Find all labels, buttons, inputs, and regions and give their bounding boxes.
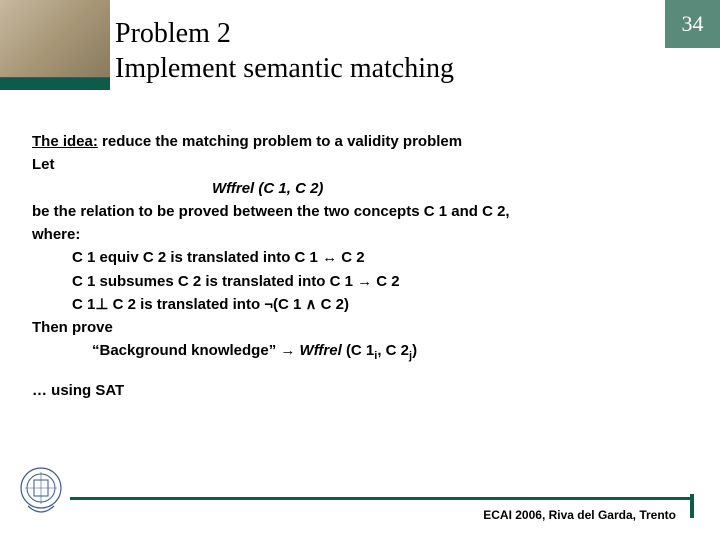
title-line-1: Problem 2 bbox=[115, 16, 660, 51]
background-knowledge-line: “Background knowledge” → Wffrel (C 1i, C… bbox=[32, 339, 688, 365]
bk-wffrel: Wffrel bbox=[300, 342, 346, 359]
disjoint-line: C 1⊥ C 2 is translated into ¬(C 1 ∧ C 2) bbox=[32, 293, 688, 316]
footer-rule bbox=[70, 497, 690, 500]
corner-image bbox=[0, 0, 110, 80]
title-line-2: Implement semantic matching bbox=[115, 51, 660, 86]
where-line: where: bbox=[32, 223, 688, 246]
equiv-line: C 1 equiv C 2 is translated into C 1 ↔ C… bbox=[32, 246, 688, 269]
then-prove-line: Then prove bbox=[32, 316, 688, 339]
footer-rule-end bbox=[690, 494, 694, 518]
spacer bbox=[32, 365, 688, 379]
crest-logo bbox=[18, 466, 64, 518]
bk-mid: , C 2 bbox=[377, 342, 409, 359]
let-line: Let bbox=[32, 153, 688, 176]
bk-open: (C 1 bbox=[346, 342, 374, 359]
title-block: Problem 2 Implement semantic matching bbox=[115, 16, 660, 86]
sat-line: … using SAT bbox=[32, 379, 688, 402]
page-number: 34 bbox=[665, 0, 720, 48]
body-content: The idea: reduce the matching problem to… bbox=[32, 130, 688, 403]
header: Problem 2 Implement semantic matching 34 bbox=[0, 0, 720, 100]
idea-underlined: The idea: bbox=[32, 133, 98, 150]
wffrel-center: Wffrel (C 1, C 2) bbox=[32, 177, 688, 200]
subsumes-line: C 1 subsumes C 2 is translated into C 1 … bbox=[32, 270, 688, 293]
idea-rest: reduce the matching problem to a validit… bbox=[98, 133, 462, 150]
footer-text: ECAI 2006, Riva del Garda, Trento bbox=[483, 508, 676, 522]
bk-text: “Background knowledge” → bbox=[92, 342, 300, 359]
bk-close: ) bbox=[412, 342, 417, 359]
green-strip bbox=[0, 78, 110, 90]
idea-line: The idea: reduce the matching problem to… bbox=[32, 130, 688, 153]
relation-line: be the relation to be proved between the… bbox=[32, 200, 688, 223]
